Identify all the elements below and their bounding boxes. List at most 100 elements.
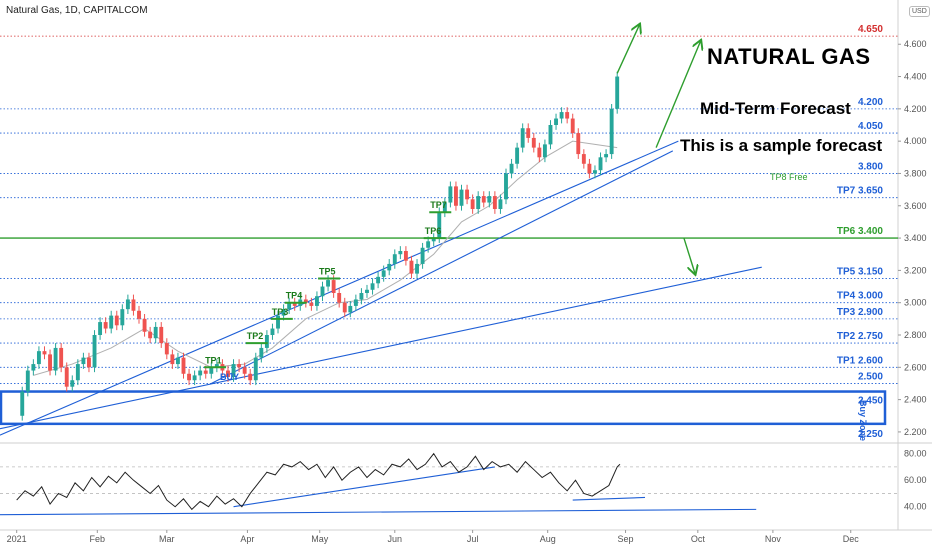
sma-line [33,140,618,376]
candle-body [531,137,536,148]
forecast-arrow [655,41,700,148]
candle-body [554,118,558,125]
level-label: 2.450 [858,396,883,407]
candle-body [403,251,408,261]
candle-body [303,299,308,303]
candle-body [398,251,403,255]
candle-body [42,351,47,355]
candle-body [431,238,436,242]
level-label: 4.050 [858,121,883,132]
candle-body [348,305,353,313]
candle-body [470,199,475,209]
candle-body [448,186,453,203]
candle-body [548,125,553,145]
candle-body [392,254,397,264]
candle-body [465,189,470,200]
candle-body [342,302,347,313]
candle-body [576,133,581,155]
candle-body [114,315,119,326]
candle-body [253,357,258,381]
tp-label: TP2 [247,331,264,341]
buy-zone-label: Buy Zone [858,400,868,442]
candle-body [387,263,392,271]
y-tick-label: 2.800 [904,330,927,340]
y-tick-label: 4.600 [904,39,927,49]
candle-body [153,326,158,339]
candle-body [25,370,30,392]
candle-body [381,270,386,277]
candle-body [409,260,414,274]
candle-body [370,283,375,290]
candle-body [98,322,103,335]
candle-body [125,299,130,310]
x-tick-label: Jul [467,534,479,544]
candle-body [203,370,208,374]
forecast-arrow [616,25,639,74]
x-tick-label: Dec [843,534,860,544]
candle-body [587,163,592,174]
candle-body [81,357,86,365]
candle-body [498,199,503,209]
candle-body [142,318,147,332]
level-label: TP5 3.150 [837,266,884,277]
candle-body [326,280,331,287]
candle-body [75,364,80,381]
candle-body [565,112,570,119]
candle-body [598,157,603,171]
candle-body [376,276,381,284]
y-tick-label: 2.200 [904,427,927,437]
candle-body [198,370,203,376]
candle-body [515,147,520,164]
candle-body [365,289,369,293]
currency-badge[interactable]: USD [909,6,930,17]
candle-body [353,299,358,306]
candle-body [20,391,25,416]
candle-body [175,357,180,365]
level-label: 4.650 [858,24,883,35]
y-tick-label: 3.200 [904,265,927,275]
trendline [211,150,674,384]
candle-body [476,196,481,209]
candle-body [359,293,364,300]
candle-body [214,364,219,368]
y-tick-label: 4.400 [904,72,927,82]
x-tick-label: Sep [618,534,634,544]
candle-body [593,170,597,174]
tp-label: TP3 [272,307,289,317]
tp-label: TP7 [430,200,447,210]
candle-body [64,367,69,387]
candle-body [120,309,125,326]
forecast-arrow [683,237,695,274]
level-label: TP7 3.650 [837,186,884,197]
y-tick-label: 3.400 [904,233,927,243]
candle-body [59,347,64,368]
annotation-note: This is a sample forecast [680,136,883,155]
annotation-tp8: TP8 Free [770,172,808,182]
candle-body [559,112,564,119]
candle-body [242,367,247,374]
candle-body [237,364,242,368]
candle-body [509,163,514,174]
candle-body [276,315,280,329]
y-tick-label: 4.200 [904,104,927,114]
level-label: TP2 2.750 [837,331,884,342]
candle-body [226,370,230,377]
candle-body [454,186,458,206]
candle-body [131,299,136,311]
candle-body [103,322,108,329]
candle-body [442,202,447,213]
candle-body [426,241,431,248]
rsi-tick-label: 60.00 [904,475,927,485]
annotation-subtitle: Mid-Term Forecast [700,99,851,118]
level-label: TP1 2.600 [837,355,884,366]
x-tick-label: Apr [240,534,254,544]
candle-body [309,302,314,306]
candle-body [320,286,325,297]
level-label: TP3 2.900 [837,307,884,318]
candle-body [48,354,52,371]
candle-body [231,364,236,377]
candle-body [209,367,214,374]
y-tick-label: 3.000 [904,298,927,308]
rsi-trendline [572,496,646,501]
candle-body [537,147,542,158]
